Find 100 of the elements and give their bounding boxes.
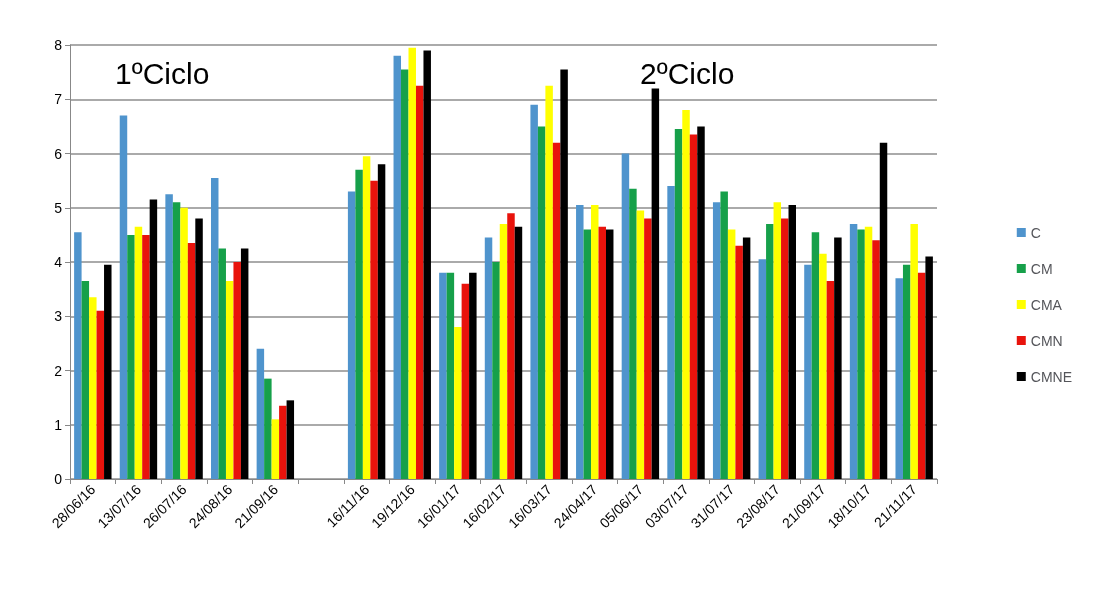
y-tick-label: 4 <box>54 254 63 270</box>
bar <box>925 256 933 479</box>
bar <box>187 243 196 479</box>
bar <box>742 237 751 479</box>
bar <box>279 405 287 479</box>
bar <box>773 202 782 479</box>
y-tick-label: 3 <box>54 308 63 325</box>
y-tick-label: 1 <box>54 416 63 433</box>
bar <box>537 126 546 479</box>
bar <box>439 272 447 479</box>
bar <box>644 218 652 479</box>
bar <box>895 278 903 479</box>
bar <box>127 234 135 479</box>
bar <box>149 199 158 479</box>
y-tick-label: 0 <box>54 471 63 487</box>
bar <box>849 224 858 479</box>
bar <box>667 186 675 479</box>
bar <box>423 50 431 479</box>
bar <box>819 253 827 479</box>
annotation: 2ºCiclo <box>640 56 735 90</box>
bar <box>240 248 249 479</box>
bar <box>758 259 767 479</box>
legend-label: C <box>1030 224 1041 241</box>
bar <box>446 272 455 479</box>
bar <box>81 280 90 479</box>
bar <box>134 226 143 479</box>
bar <box>651 88 660 479</box>
bar <box>233 262 241 479</box>
y-tick-label: 8 <box>54 37 63 53</box>
bar <box>256 348 265 479</box>
bar <box>583 229 592 479</box>
bar <box>271 419 280 479</box>
bar <box>598 226 606 479</box>
bar <box>408 47 416 479</box>
bar <box>879 142 888 479</box>
bar <box>195 218 203 479</box>
bar <box>576 205 584 479</box>
bar <box>74 232 82 479</box>
bar <box>454 327 462 479</box>
bar <box>530 104 538 479</box>
bar <box>834 237 842 479</box>
bar <box>172 202 181 479</box>
legend-label: CM <box>1030 260 1053 277</box>
bar <box>735 245 743 479</box>
bar <box>89 297 97 479</box>
bar <box>377 164 386 479</box>
bar <box>697 126 705 479</box>
annotation: 1ºCiclo <box>115 56 210 90</box>
bar <box>910 224 918 479</box>
legend-label: CMN <box>1030 332 1063 349</box>
y-tick-label: 2 <box>54 362 63 379</box>
y-tick-label: 5 <box>54 199 63 216</box>
bar <box>362 156 371 479</box>
bar <box>636 210 645 479</box>
legend-label: CMA <box>1030 296 1063 313</box>
bar <box>872 240 880 479</box>
bar <box>902 264 911 479</box>
bar <box>469 272 477 479</box>
bar <box>545 85 553 479</box>
bar <box>811 232 820 479</box>
bar <box>826 280 835 479</box>
bar <box>781 218 789 479</box>
bar <box>180 207 188 479</box>
bar <box>621 153 630 479</box>
bar <box>727 229 736 479</box>
bar <box>96 310 105 479</box>
bar <box>712 202 721 479</box>
y-tick-label: 6 <box>54 145 63 162</box>
bar <box>484 237 493 479</box>
bar <box>218 248 226 479</box>
bar <box>766 224 774 479</box>
bar <box>347 191 356 479</box>
bar <box>142 234 150 479</box>
bar <box>507 213 515 479</box>
bar <box>225 280 234 479</box>
bar <box>104 264 112 479</box>
bar <box>720 191 728 479</box>
bar <box>552 142 561 479</box>
bar <box>560 69 568 479</box>
bar <box>917 272 926 479</box>
y-tick-label: 7 <box>54 91 63 108</box>
bar <box>804 264 812 479</box>
bar <box>211 177 219 479</box>
bar <box>857 229 865 479</box>
bar <box>492 262 500 479</box>
bar <box>286 400 295 479</box>
bar <box>370 180 378 479</box>
bar <box>605 229 614 479</box>
bar <box>415 85 424 479</box>
bar <box>682 110 690 479</box>
legend-label: CMNE <box>1030 368 1073 385</box>
bar <box>119 115 128 479</box>
bar <box>629 188 637 479</box>
bar <box>674 129 683 479</box>
bar <box>461 283 470 479</box>
bar <box>355 169 363 479</box>
bar <box>788 205 796 479</box>
bar <box>393 55 402 479</box>
bar <box>864 226 873 479</box>
bar <box>401 69 409 479</box>
